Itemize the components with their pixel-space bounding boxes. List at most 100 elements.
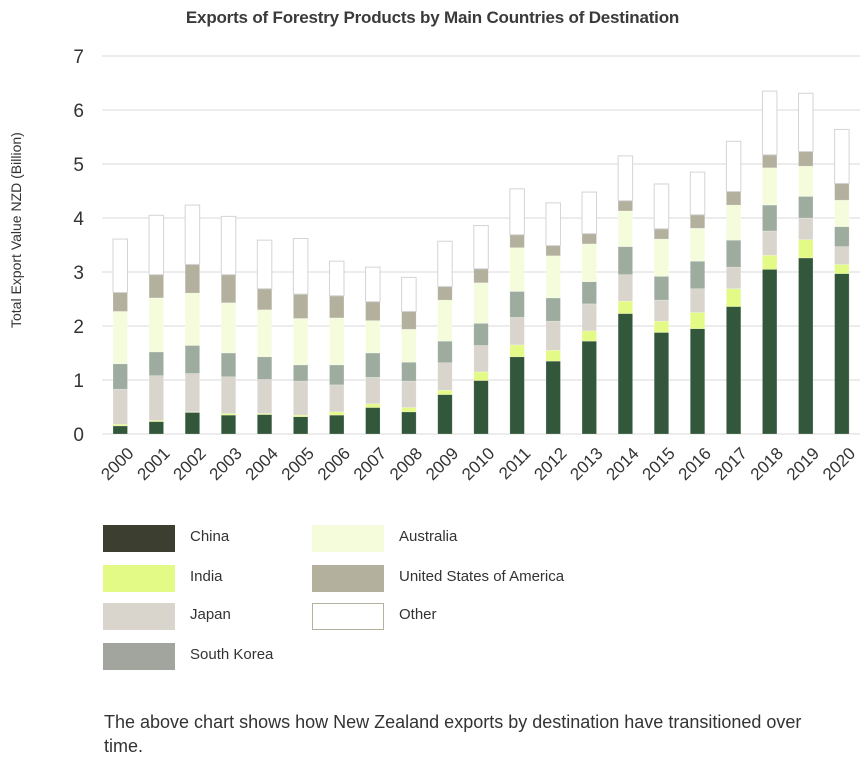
bar-segment-australia bbox=[112, 311, 128, 365]
x-tick-label: 2009 bbox=[422, 444, 462, 484]
bar-segment-australia bbox=[726, 204, 742, 241]
legend-swatch bbox=[312, 603, 384, 630]
bar-segment-other bbox=[365, 266, 381, 303]
x-tick-label: 2015 bbox=[639, 444, 679, 484]
bar-segment-united-states-of-america bbox=[220, 274, 237, 304]
x-tick-label: 2003 bbox=[206, 444, 246, 484]
y-tick-label: 7 bbox=[73, 47, 84, 68]
chart-caption: The above chart shows how New Zealand ex… bbox=[104, 712, 802, 756]
bar-segment-india bbox=[798, 239, 814, 259]
bar-segment-south-korea bbox=[257, 356, 273, 380]
bar-segment-other bbox=[292, 238, 309, 295]
bar-segment-japan bbox=[329, 384, 345, 413]
bar-segment-united-states-of-america bbox=[762, 154, 778, 169]
bar-segment-australia bbox=[365, 320, 381, 354]
bar-segment-south-korea bbox=[798, 196, 814, 219]
legend-label: Australia bbox=[399, 528, 458, 545]
bar-segment-china bbox=[401, 411, 417, 435]
bar-segment-australia bbox=[184, 292, 200, 346]
bar-segment-japan bbox=[545, 320, 561, 351]
bar-stack-2010 bbox=[473, 225, 489, 435]
y-tick-label: 4 bbox=[73, 209, 84, 230]
bar-segment-australia bbox=[437, 299, 453, 342]
bar-segment-japan bbox=[220, 376, 237, 414]
bar-segment-other bbox=[437, 240, 453, 288]
bar-segment-other bbox=[834, 128, 850, 184]
x-tick-label: 2018 bbox=[747, 444, 787, 484]
bar-segment-china bbox=[329, 414, 345, 435]
bar-segment-japan bbox=[834, 246, 850, 265]
bar-segment-china bbox=[184, 412, 200, 435]
bar-segment-japan bbox=[365, 376, 381, 405]
x-tick-label: 2013 bbox=[566, 444, 606, 484]
legend-label: United States of America bbox=[399, 568, 565, 585]
bar-segment-australia bbox=[509, 247, 525, 292]
bar-stack-2018 bbox=[761, 90, 778, 435]
x-tick-label: 2007 bbox=[350, 444, 390, 484]
x-tick-label: 2019 bbox=[783, 444, 823, 484]
bar-stack-2014 bbox=[617, 155, 634, 435]
bar-segment-other bbox=[220, 215, 237, 276]
bar-segment-australia bbox=[834, 199, 850, 227]
bar-segment-south-korea bbox=[184, 345, 200, 374]
bar-segment-united-states-of-america bbox=[257, 288, 273, 311]
bar-segment-united-states-of-america bbox=[509, 234, 525, 249]
bar-stack-2012 bbox=[545, 202, 561, 435]
bar-segment-other bbox=[798, 92, 814, 153]
bar-segment-india bbox=[581, 330, 597, 342]
bar-segment-south-korea bbox=[653, 276, 670, 301]
legend-label: Japan bbox=[190, 606, 231, 623]
x-tick-label: 2008 bbox=[386, 444, 426, 484]
bar-segment-india bbox=[545, 349, 561, 362]
bar-segment-other bbox=[545, 202, 561, 247]
y-tick-label: 3 bbox=[73, 263, 84, 284]
bar-segment-japan bbox=[689, 288, 706, 313]
bar-segment-south-korea bbox=[726, 239, 742, 268]
y-tick-label: 1 bbox=[73, 371, 84, 392]
bar-segment-united-states-of-america bbox=[473, 268, 489, 284]
bar-segment-japan bbox=[617, 274, 633, 302]
bar-segment-japan bbox=[762, 230, 778, 256]
x-tick-label: 2012 bbox=[530, 444, 570, 484]
bar-segment-other bbox=[112, 238, 128, 294]
x-tick-label: 2010 bbox=[458, 444, 498, 484]
bar-segment-other bbox=[401, 276, 417, 312]
bar-segment-other bbox=[184, 204, 201, 265]
bar-stack-2009 bbox=[437, 240, 453, 435]
bar-segment-south-korea bbox=[220, 352, 237, 378]
bar-segment-china bbox=[581, 340, 597, 435]
bar-segment-china bbox=[293, 416, 309, 435]
bar-segment-china bbox=[689, 328, 706, 435]
bar-stack-2002 bbox=[184, 204, 201, 435]
bar-segment-japan bbox=[184, 373, 200, 413]
bar-segment-japan bbox=[473, 345, 489, 373]
bar-segment-south-korea bbox=[617, 246, 633, 275]
x-tick-label: 2020 bbox=[819, 444, 859, 484]
bar-segment-south-korea bbox=[762, 204, 778, 232]
bar-segment-other bbox=[725, 140, 742, 193]
bar-segment-south-korea bbox=[581, 281, 597, 305]
bar-segment-china bbox=[545, 360, 561, 435]
x-tick-label: 2017 bbox=[711, 444, 751, 484]
bar-segment-japan bbox=[509, 317, 525, 346]
bar-segment-south-korea bbox=[401, 361, 417, 382]
x-tick-label: 2000 bbox=[97, 444, 137, 484]
bars bbox=[112, 90, 850, 435]
bar-segment-south-korea bbox=[365, 352, 381, 378]
bar-stack-2006 bbox=[328, 260, 345, 435]
bar-segment-other bbox=[256, 239, 273, 290]
bar-segment-other bbox=[509, 188, 525, 236]
bar-segment-australia bbox=[798, 165, 814, 197]
bar-segment-south-korea bbox=[689, 260, 706, 290]
legend-swatch bbox=[312, 565, 384, 592]
bar-segment-united-states-of-america bbox=[401, 311, 417, 330]
bar-segment-other bbox=[617, 155, 634, 202]
bar-segment-australia bbox=[653, 238, 670, 277]
y-tick-label: 5 bbox=[73, 155, 84, 176]
bar-segment-south-korea bbox=[148, 351, 164, 376]
bar-segment-india bbox=[762, 254, 778, 270]
bar-segment-japan bbox=[148, 375, 164, 421]
bar-segment-china bbox=[112, 425, 128, 435]
x-tick-label: 2002 bbox=[170, 444, 210, 484]
bar-segment-japan bbox=[112, 388, 128, 425]
